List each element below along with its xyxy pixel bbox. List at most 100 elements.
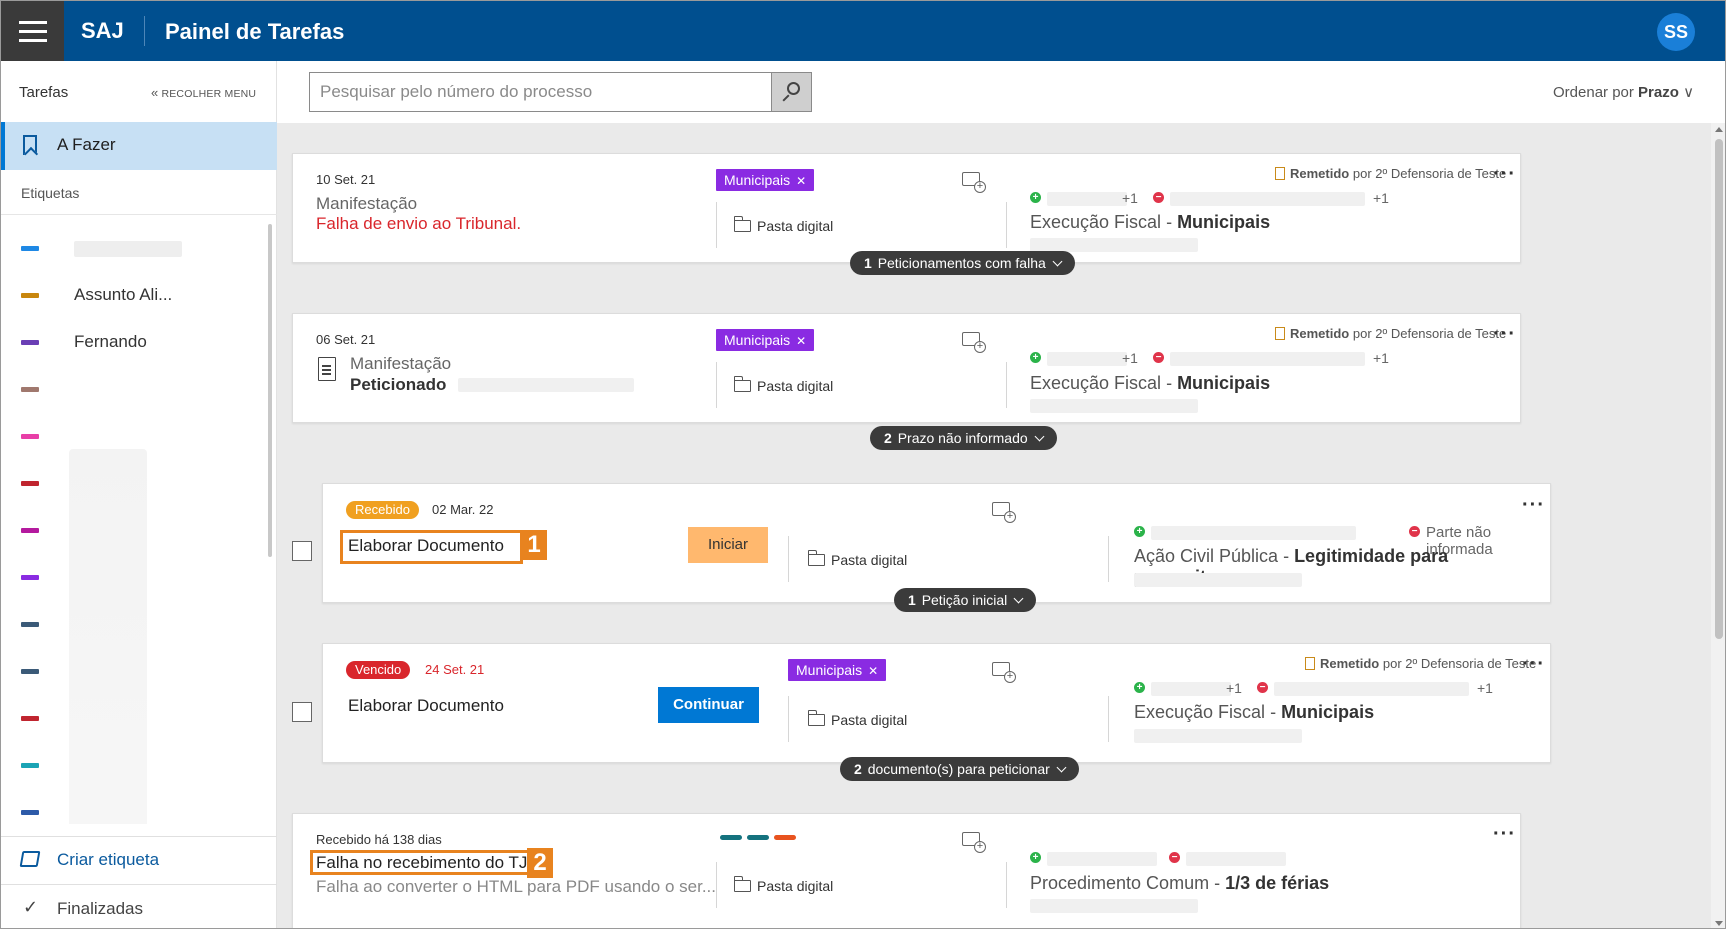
remetido-label: Remetido: [1320, 656, 1380, 671]
redacted-text: [1030, 899, 1198, 913]
chevron-down-icon: [1034, 431, 1045, 442]
chevron-down-icon: [1013, 593, 1024, 604]
bookmark-icon: [23, 135, 37, 155]
digital-folder-link[interactable]: Pasta digital: [733, 876, 834, 894]
calendar-add-icon[interactable]: [962, 832, 986, 853]
scroll-up-icon[interactable]: [1715, 127, 1723, 132]
tag-color-swatch: [774, 835, 796, 840]
user-avatar[interactable]: SS: [1657, 13, 1695, 51]
sort-dropdown[interactable]: Ordenar por Prazo ∨: [1553, 83, 1694, 101]
calendar-add-icon[interactable]: [992, 502, 1016, 523]
tag-item[interactable]: [1, 788, 261, 824]
scrollbar-thumb[interactable]: [1715, 139, 1723, 639]
more-options-icon[interactable]: ···: [1493, 163, 1516, 185]
task-card[interactable]: 10 Set. 21 Manifestação Falha de envio a…: [292, 153, 1521, 263]
digital-folder-link[interactable]: Pasta digital: [807, 710, 907, 728]
tag-item[interactable]: Assunto Ali...: [1, 271, 261, 318]
tag-color-swatch: [720, 835, 742, 840]
pill-count: 1: [864, 255, 872, 271]
scroll-down-icon[interactable]: [1715, 921, 1723, 926]
continue-button[interactable]: Continuar: [658, 687, 759, 723]
tag-chip[interactable]: Municipais ✕: [788, 659, 887, 681]
tag-item[interactable]: [1, 694, 261, 741]
sidebar-item-a-fazer[interactable]: A Fazer: [1, 122, 277, 170]
more-parties-count[interactable]: +1: [1373, 190, 1389, 206]
more-options-icon[interactable]: ···: [1522, 653, 1545, 675]
more-options-icon[interactable]: ···: [1522, 494, 1545, 516]
task-card[interactable]: 06 Set. 21 Manifestação Peticionado Muni…: [292, 313, 1521, 423]
tag-item[interactable]: [1, 459, 261, 506]
start-button[interactable]: Iniciar: [688, 527, 768, 563]
expand-pill[interactable]: 2 documento(s) para peticionar: [840, 757, 1079, 781]
search-input[interactable]: [309, 72, 772, 112]
tag-item[interactable]: [1, 600, 261, 647]
tag-chip[interactable]: Municipais ✕: [716, 329, 815, 351]
remetido-info: Remetido por 2º Defensoria de Teste: [1275, 326, 1506, 341]
tag-item[interactable]: [1, 224, 261, 271]
task-title: Elaborar Documento: [348, 536, 504, 555]
tag-item[interactable]: Fernando: [1, 318, 261, 365]
digital-folder-link[interactable]: Pasta digital: [733, 376, 834, 394]
expand-pill[interactable]: 1 Peticionamentos com falha: [850, 251, 1075, 275]
redacted-text: [1170, 192, 1365, 206]
divider: [1006, 202, 1007, 248]
tag-item[interactable]: [1, 365, 261, 412]
more-options-icon[interactable]: ···: [1493, 323, 1516, 345]
digital-folder-link[interactable]: Pasta digital: [807, 550, 907, 568]
expand-pill[interactable]: 2 Prazo não informado: [870, 426, 1057, 450]
expand-pill[interactable]: 1 Petição inicial: [894, 588, 1037, 612]
tag-item[interactable]: [1, 553, 261, 600]
task-checkbox[interactable]: [292, 541, 312, 561]
main-scrollbar[interactable]: [1711, 123, 1725, 928]
redacted-text: [74, 241, 182, 257]
tag-item[interactable]: [1, 506, 261, 553]
tag-item[interactable]: [1, 741, 261, 788]
pill-count: 2: [884, 430, 892, 446]
close-icon[interactable]: ✕: [796, 174, 807, 188]
more-parties-count[interactable]: +1: [1477, 680, 1493, 696]
folder-label: Pasta digital: [757, 378, 834, 394]
process-class-name: Execução Fiscal: [1030, 373, 1162, 393]
tag-color-swatch: [21, 434, 39, 439]
more-options-icon[interactable]: ···: [1493, 823, 1516, 845]
chevron-down-icon: [1056, 762, 1067, 773]
digital-folder-link[interactable]: Pasta digital: [733, 216, 833, 234]
more-parties-count[interactable]: +1: [1226, 680, 1242, 696]
plus-icon: +: [1030, 852, 1041, 863]
sidebar-item-label: Finalizadas: [57, 899, 143, 918]
process-subject: Municipais: [1281, 702, 1375, 722]
plus-icon: +: [1030, 192, 1041, 203]
task-card[interactable]: Vencido 24 Set. 21 Elaborar Documento Co…: [322, 643, 1551, 763]
redacted-text: [1030, 399, 1198, 413]
more-parties-count[interactable]: +1: [1122, 190, 1138, 206]
collapse-menu-button[interactable]: «RECOLHER MENU: [151, 85, 256, 100]
calendar-add-icon[interactable]: [962, 332, 986, 353]
tag-chip[interactable]: Municipais ✕: [716, 169, 815, 191]
minus-icon: −: [1409, 526, 1420, 537]
task-checkbox[interactable]: [292, 702, 312, 722]
task-card[interactable]: Recebido há 138 dias 2 Falha no recebime…: [292, 813, 1521, 928]
more-parties-count[interactable]: +1: [1122, 350, 1138, 366]
search-button[interactable]: [772, 72, 812, 112]
brand-logo[interactable]: SAJ: [81, 18, 124, 43]
sidebar-item-finalizadas[interactable]: ✓ Finalizadas: [1, 884, 277, 928]
party-not-informed: Parte não informada: [1426, 524, 1493, 558]
divider: [1006, 862, 1007, 908]
folder-label: Pasta digital: [757, 878, 834, 894]
double-chevron-left-icon: «: [151, 85, 159, 100]
close-icon[interactable]: ✕: [796, 334, 807, 348]
calendar-add-icon[interactable]: [992, 662, 1016, 683]
create-tag-button[interactable]: Criar etiqueta: [1, 836, 277, 884]
sidebar-item-label: A Fazer: [57, 135, 116, 154]
tags-section-header: Etiquetas: [1, 170, 277, 215]
sidebar-scrollbar[interactable]: [268, 224, 272, 557]
tag-item[interactable]: [1, 412, 261, 459]
tag-chip-label: Municipais: [724, 172, 791, 188]
plus-icon: +: [1134, 526, 1145, 537]
more-parties-count[interactable]: +1: [1373, 350, 1389, 366]
task-card[interactable]: Recebido 02 Mar. 22 1 Elaborar Documento…: [322, 483, 1551, 603]
calendar-add-icon[interactable]: [962, 172, 986, 193]
close-icon[interactable]: ✕: [868, 664, 879, 678]
menu-icon[interactable]: [1, 1, 64, 61]
tag-item[interactable]: [1, 647, 261, 694]
